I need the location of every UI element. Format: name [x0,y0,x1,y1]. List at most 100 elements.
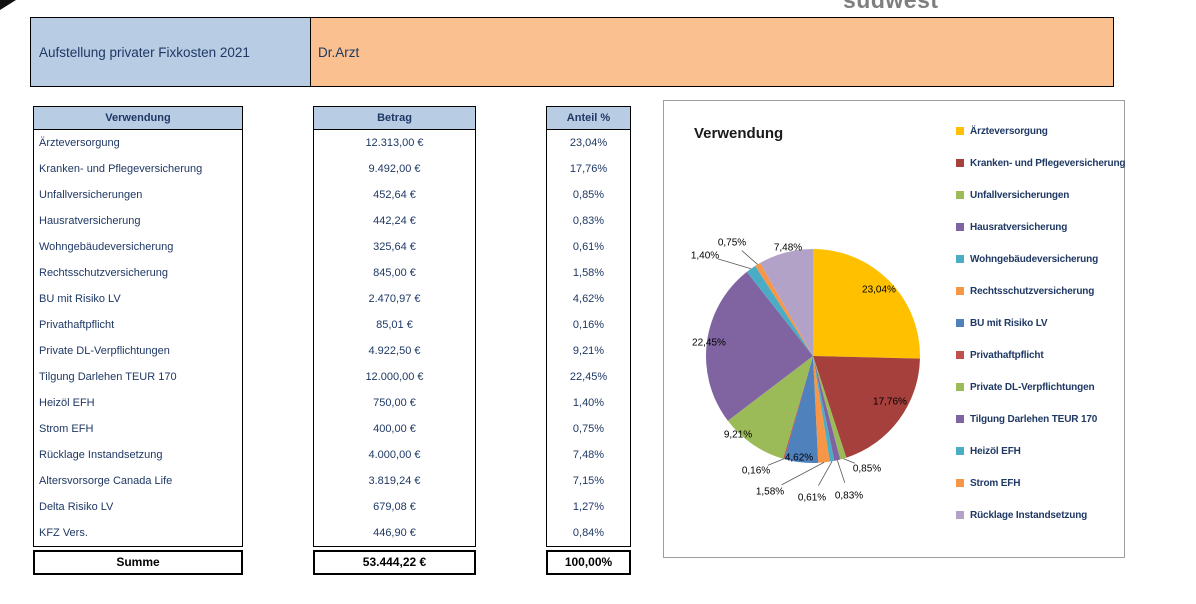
client-name: Dr.Arzt [318,44,360,60]
legend-swatch-icon [956,159,964,167]
usage-cell: Wohngebäudeversicherung [39,241,174,253]
legend-label: Hausratversicherung [970,221,1068,233]
label-leader-line [836,460,846,483]
share-cell: 1,27% [572,501,605,513]
legend-swatch-icon [956,127,964,135]
share-cell: 0,16% [572,319,605,331]
legend-label: Heizöl EFH [970,445,1021,457]
brand-logo-text: südwest [843,0,983,12]
legend-swatch-icon [956,383,964,391]
legend-swatch-icon [956,255,964,263]
amount-cell: 452,64 € [373,189,416,201]
share-cell: 17,76% [569,163,608,175]
legend-label: Wohngebäudeversicherung [970,253,1099,265]
chart-legend: Ärzteversorgung Kranken- und Pflegeversic… [956,115,1126,531]
amount-cell: 446,90 € [373,527,416,539]
legend-item: BU mit Risiko LV [956,307,1125,339]
pie-slice [813,356,841,461]
amount-cell: 750,00 € [373,397,416,409]
label-leader-line [741,250,758,265]
share-column-header: Anteil % [546,106,631,130]
pie-slice [813,356,847,460]
pie-slice [813,356,835,462]
usage-cell: KFZ Vers. [39,527,88,539]
usage-cell: Rechtsschutzversicherung [39,267,169,279]
legend-swatch-icon [956,223,964,231]
amount-cell: 679,08 € [373,501,416,513]
amount-cell: 845,00 € [373,267,416,279]
total-share-cell: 100,00% [546,550,631,575]
pie-data-label: 0,85% [853,464,881,475]
usage-cell: Kranken- und Pflegeversicherung [39,163,203,175]
legend-item: Tilgung Darlehen TEUR 170 [956,403,1125,435]
share-cell: 4,62% [572,293,605,305]
amount-cell: 12.000,00 € [365,371,424,383]
share-cell: 1,40% [572,397,605,409]
usage-column: Verwendung Ärzteversorgung Kranken- und P… [33,106,243,575]
amount-cell: 3.819,24 € [368,475,421,487]
legend-swatch-icon [956,287,964,295]
amount-cell: 442,24 € [373,215,416,227]
label-leader-line [767,458,784,466]
usage-cell: Delta Risiko LV [39,501,114,513]
legend-label: Rechtsschutzversicherung [970,285,1095,297]
usage-cell: Strom EFH [39,423,94,435]
pie-slice [746,265,813,356]
pie-data-label: 4,62% [785,453,813,464]
pie-data-label: 7,48% [774,243,802,254]
label-leader-line [717,258,752,270]
corner-artifact [0,0,16,10]
total-amount-cell: 53.444,22 € [313,550,476,575]
chart-title: Verwendung [694,125,784,142]
share-cell: 0,84% [572,527,605,539]
legend-item: Privathaftpflicht [956,339,1125,371]
amount-cell: 9.492,00 € [368,163,421,175]
share-cell: 7,48% [572,449,605,461]
usage-cell: Privathaftpflicht [39,319,115,331]
usage-cell: Rücklage Instandsetzung [39,449,163,461]
amount-column-body: 12.313,00 € 9.492,00 € 452,64 € 442,24 € 325… [313,129,476,547]
report-title: Aufstellung privater Fixkosten 2021 [39,44,250,60]
legend-item: Heizöl EFH [956,435,1125,467]
legend-item: Kranken- und Pflegeversicherung [956,147,1126,179]
usage-cell: Ärzteversorgung [39,137,120,149]
legend-label: Unfallversicherungen [970,189,1070,201]
pie-data-label: 0,16% [742,466,770,477]
share-cell: 22,45% [569,371,608,383]
legend-swatch-icon [956,191,964,199]
legend-label: Privathaftpflicht [970,349,1044,361]
label-leader-line [843,458,856,464]
pie-slice [755,263,813,356]
label-leader-line [781,462,825,486]
usage-cell: Tilgung Darlehen TEUR 170 [39,371,177,383]
pie-data-label: 0,61% [798,493,826,504]
usage-cell: Altersvorsorge Canada Life [39,475,173,487]
usage-cell: Heizöl EFH [39,397,95,409]
legend-swatch-icon [956,479,964,487]
legend-item: Unfallversicherungen [956,179,1125,211]
legend-swatch-icon [956,447,964,455]
share-cell: 1,58% [572,267,605,279]
usage-cell: Hausratversicherung [39,215,141,227]
share-cell: 9,21% [572,345,605,357]
pie-slice [760,249,813,356]
pie-chart-panel: 23,04% 17,76% 0,85% 0,83% 0,61% 1,58% 4,62% 0,1… [663,100,1126,558]
pie-data-label: 22,45% [692,338,726,349]
usage-cell: Private DL-Verpflichtungen [39,345,170,357]
client-name-cell: Dr.Arzt [311,18,1113,86]
amount-column: Betrag 12.313,00 € 9.492,00 € 452,64 € 442,… [313,106,476,575]
legend-item: Strom EFH [956,467,1125,499]
legend-item: Rechtsschutzversicherung [956,275,1125,307]
legend-item: Rücklage Instandsetzung [956,499,1125,531]
legend-item: Hausratversicherung [956,211,1125,243]
amount-cell: 325,64 € [373,241,416,253]
pie-data-label: 9,21% [724,430,752,441]
usage-column-header: Verwendung [33,106,243,130]
legend-label: Kranken- und Pflegeversicherung [970,157,1126,169]
legend-swatch-icon [956,511,964,519]
pie-slice [705,271,813,421]
legend-label: Private DL-Verpflichtungen [970,381,1095,393]
share-cell: 0,75% [572,423,605,435]
legend-item: Private DL-Verpflichtungen [956,371,1125,403]
